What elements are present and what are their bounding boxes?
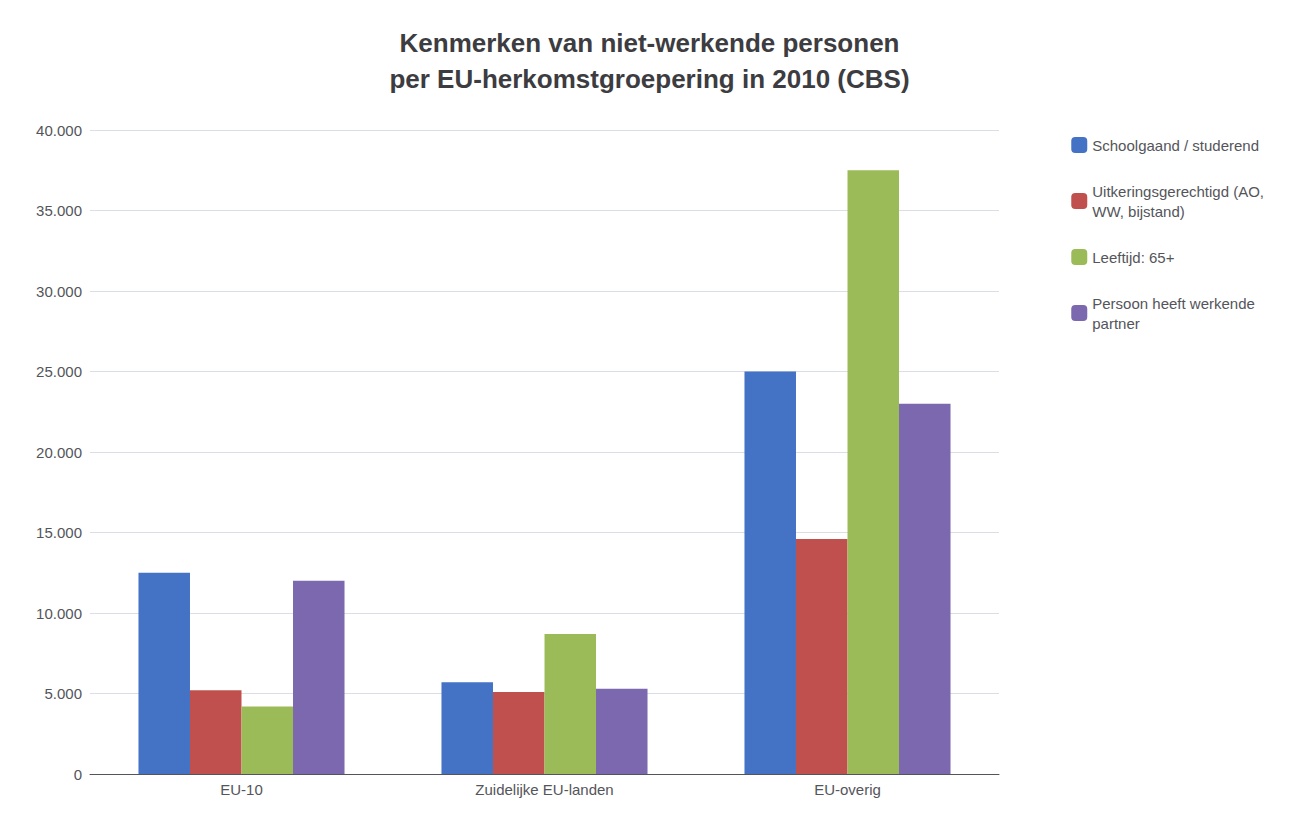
svg-text:Zuidelijke EU-landen: Zuidelijke EU-landen [475, 781, 613, 798]
svg-text:EU-overig: EU-overig [814, 781, 881, 798]
svg-text:per EU-herkomstgroepering in 2: per EU-herkomstgroepering in 2010 (CBS) [389, 64, 909, 94]
svg-text:Persoon heeft werkende: Persoon heeft werkende [1092, 295, 1255, 312]
svg-text:10.000: 10.000 [36, 605, 82, 622]
svg-text:35.000: 35.000 [36, 202, 82, 219]
svg-text:40.000: 40.000 [36, 122, 82, 139]
svg-text:25.000: 25.000 [36, 363, 82, 380]
svg-text:30.000: 30.000 [36, 283, 82, 300]
svg-text:Schoolgaand / studerend: Schoolgaand / studerend [1092, 137, 1259, 154]
svg-text:partner: partner [1092, 315, 1140, 332]
svg-text:WW, bijstand): WW, bijstand) [1092, 203, 1185, 220]
svg-text:Uitkeringsgerechtigd (AO,: Uitkeringsgerechtigd (AO, [1092, 183, 1264, 200]
svg-text:EU-10: EU-10 [220, 781, 263, 798]
svg-text:5.000: 5.000 [44, 685, 82, 702]
svg-text:15.000: 15.000 [36, 524, 82, 541]
svg-text:20.000: 20.000 [36, 444, 82, 461]
svg-text:0: 0 [74, 766, 82, 783]
svg-text:Kenmerken van niet-werkende pe: Kenmerken van niet-werkende personen [400, 28, 900, 58]
svg-text:Leeftijd: 65+: Leeftijd: 65+ [1092, 249, 1174, 266]
